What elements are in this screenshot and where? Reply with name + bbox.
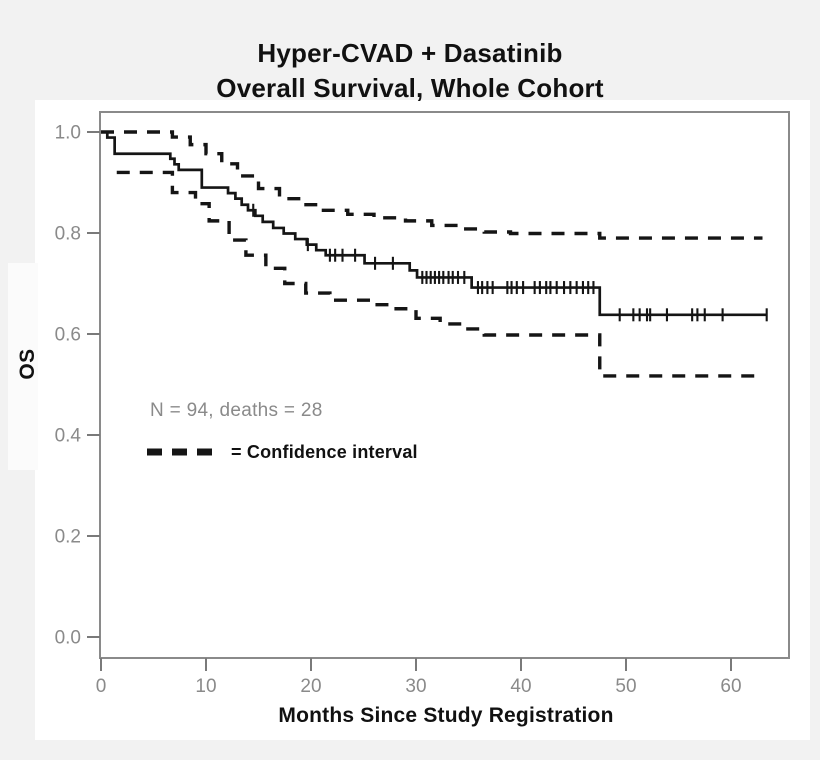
chart-title-line2: Overall Survival, Whole Cohort — [216, 73, 604, 103]
ci-legend: = Confidence interval — [145, 441, 418, 463]
chart-title: Hyper-CVAD + Dasatinib Overall Survival,… — [0, 36, 820, 106]
ci-legend-label: = Confidence interval — [231, 441, 418, 462]
os-curve-path — [101, 130, 767, 317]
chart-title-line1: Hyper-CVAD + Dasatinib — [257, 38, 563, 68]
dashed-line-icon — [147, 448, 215, 456]
y-axis-title: OS — [16, 348, 39, 380]
x-tick-label: 20 — [300, 676, 321, 697]
x-tick-label: 60 — [720, 676, 741, 697]
censor-marks — [252, 203, 768, 322]
plot-panel — [35, 100, 810, 740]
y-tick-label: 1.0 — [55, 123, 81, 144]
sample-size-annotation: N = 94, deaths = 28 — [150, 400, 323, 421]
y-tick-label: 0.4 — [55, 426, 82, 447]
y-tick-label: 0.2 — [55, 527, 81, 548]
y-axis-label-backing — [8, 263, 38, 470]
y-tick-label: 0.6 — [55, 325, 81, 346]
confidence-interval-path — [101, 130, 763, 240]
x-tick-label: 10 — [195, 676, 216, 697]
x-tick-label: 0 — [96, 676, 107, 697]
x-tick-label: 40 — [510, 676, 531, 697]
x-tick-label: 50 — [615, 676, 636, 697]
plot-frame — [99, 111, 790, 659]
x-axis-title: Months Since Study Registration — [278, 704, 614, 727]
x-axis-ticks: 0 10 20 30 40 50 60 — [96, 658, 742, 697]
x-tick-label: 30 — [405, 676, 426, 697]
y-tick-label: 0.0 — [55, 628, 81, 649]
y-axis-ticks: 1.0 0.8 0.6 0.4 0.2 0.0 — [55, 123, 100, 649]
y-tick-label: 0.8 — [55, 224, 81, 245]
